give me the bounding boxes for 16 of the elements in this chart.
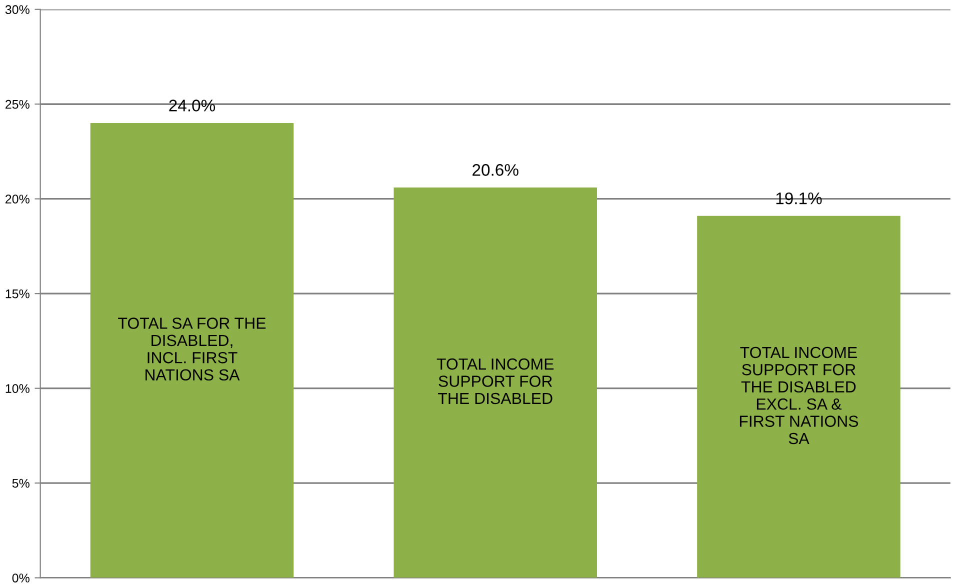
y-tick-label: 20% (6, 194, 30, 204)
bar (394, 187, 597, 578)
y-tick-label: 30% (5, 5, 30, 14)
x-tick-label: TOTAL INCOME SUPPORT FOR THE DISABLED EXCL. SA & FIRST NATIONS SA (740, 346, 858, 444)
y-tick-label: 5% (12, 478, 30, 488)
data-label: 20.6% (472, 164, 518, 176)
y-tick-label: 25% (6, 100, 30, 109)
y-tick-label: 10% (6, 384, 30, 393)
x-tick-label: TOTAL SA FOR THE DISABLED, INCL. FIRST NATIONS SA (118, 318, 266, 381)
y-tick-label: 15% (6, 289, 30, 298)
y-tick-label: 0% (12, 574, 30, 582)
bar (697, 216, 900, 578)
bar (90, 123, 294, 578)
x-tick-label: TOTAL INCOME SUPPORT FOR THE DISABLED (436, 358, 554, 404)
data-label: 24.0% (169, 100, 216, 112)
data-label: 19.1% (776, 192, 822, 204)
